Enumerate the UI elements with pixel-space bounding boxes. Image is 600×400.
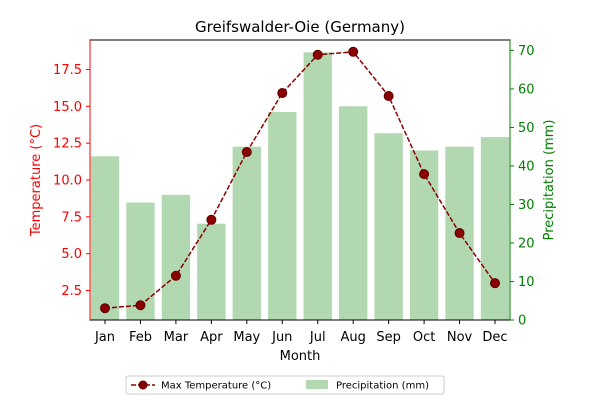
temperature-point-feb [135,300,146,311]
x-tick-label-sep: Sep [376,330,401,345]
legend-bar-swatch [306,380,328,389]
y-axis-right: 0 10 20 30 40 50 60 70 [509,40,535,329]
temperature-point-apr [206,214,217,225]
temperature-point-jan [100,303,110,314]
y-right-tick-label-1: 10 [518,275,535,290]
precipitation-bar-sep [374,133,403,320]
temperature-point-jun [277,88,288,99]
temperature-point-jul [312,49,323,60]
y-right-tick-label-6: 60 [518,82,535,97]
precipitation-bar-jul [303,52,332,321]
temperature-line [104,51,496,309]
x-tick-label-apr: Apr [200,330,223,345]
x-tick-label-jan: Jan [94,330,115,345]
x-tick-label-jul: Jul [309,330,326,345]
x-tick-label-oct: Oct [413,330,435,345]
precipitation-bar-aug [339,106,368,320]
temperature-point-dec [490,278,500,289]
y-right-tick-label-0: 0 [518,314,526,329]
x-tick-label-jun: Jun [271,330,292,345]
x-tick-label-nov: Nov [447,330,473,345]
y-left-tick-label-4: 12.5 [53,137,82,152]
x-axis-label: Month [280,349,321,364]
legend-label-temperature: Max Temperature (°C) [161,381,271,392]
precipitation-bar-jun [268,112,297,321]
legend-marker-swatch [138,380,148,390]
temperature-point-mar [170,270,181,281]
legend: Max Temperature (°C) Precipitation (mm) [125,375,445,395]
y-right-tick-label-7: 70 [518,44,535,59]
x-tick-label-mar: Mar [164,330,189,345]
temperature-point-aug [348,46,359,57]
y-left-tick-label-3: 10.0 [53,174,82,189]
y-axis-left: 2.5 5.0 7.5 10.0 12.5 15.0 17.5 [53,40,91,320]
temperature-point-oct [419,169,430,180]
temperature-point-nov [454,228,465,239]
y-axis-right-label: Precipitation (mm) [542,120,557,241]
legend-label-precipitation: Precipitation (mm) [336,381,429,392]
y-axis-left-label: Temperature (°C) [29,124,44,237]
y-left-tick-label-1: 5.0 [61,247,82,262]
temperature-point-sep [383,91,394,101]
x-tick-label-feb: Feb [129,330,152,345]
precipitation-bar-may [232,146,261,320]
y-right-tick-label-4: 40 [518,159,535,174]
precipitation-bar-mar [161,194,191,320]
y-right-tick-label-5: 50 [518,121,535,136]
x-tick-label-may: May [233,330,260,345]
x-axis: Jan Feb Mar Apr May Jun Jul Aug Sep Oct Nov Dec [94,320,508,345]
temperature-point-may [241,147,252,157]
precipitation-bars [90,52,510,321]
y-left-tick-label-5: 15.0 [53,100,82,115]
y-right-tick-label-2: 20 [518,236,535,251]
precipitation-bar-apr [197,223,226,320]
temperature-line-layer [100,46,500,314]
y-left-tick-label-6: 17.5 [53,63,82,78]
precipitation-bar-dec [480,137,510,320]
y-left-tick-label-2: 7.5 [61,210,82,225]
legend-frame [125,375,445,395]
y-right-tick-label-3: 30 [518,198,535,213]
chart-title: Greifswalder-Oie (Germany) [195,18,405,36]
x-tick-label-dec: Dec [482,330,507,345]
y-left-tick-label-0: 2.5 [61,284,82,299]
precipitation-bar-jan [90,156,120,320]
x-tick-label-aug: Aug [340,330,365,345]
